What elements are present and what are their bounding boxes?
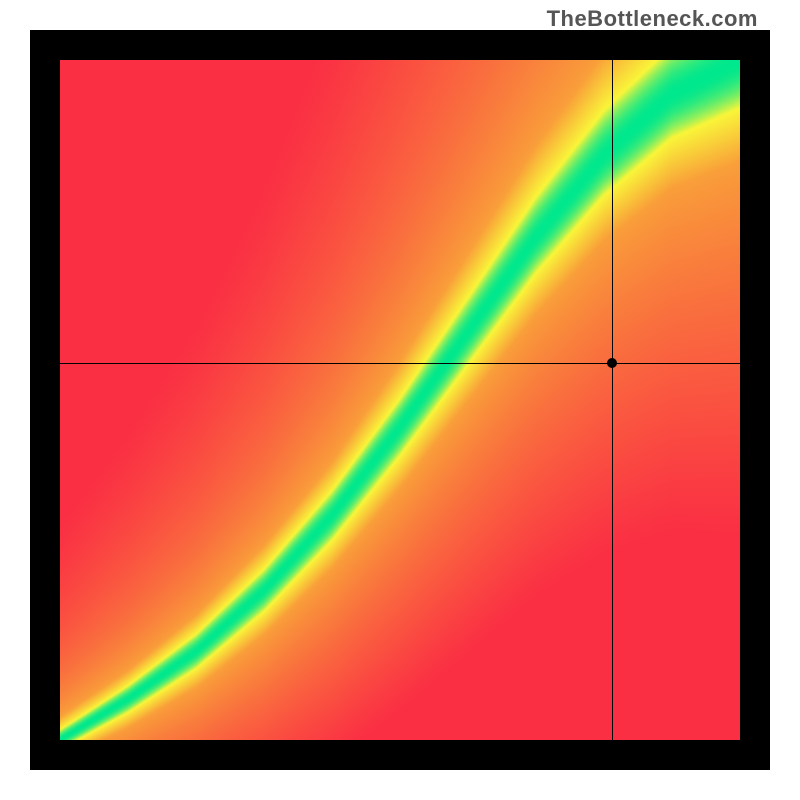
heatmap-canvas: [60, 60, 740, 740]
plot-frame: [30, 30, 770, 770]
plot-area: [60, 60, 740, 740]
chart-container: TheBottleneck.com: [0, 0, 800, 800]
crosshair-vertical: [612, 60, 613, 740]
crosshair-marker: [607, 358, 617, 368]
crosshair-horizontal: [60, 363, 740, 364]
watermark-text: TheBottleneck.com: [547, 6, 758, 32]
